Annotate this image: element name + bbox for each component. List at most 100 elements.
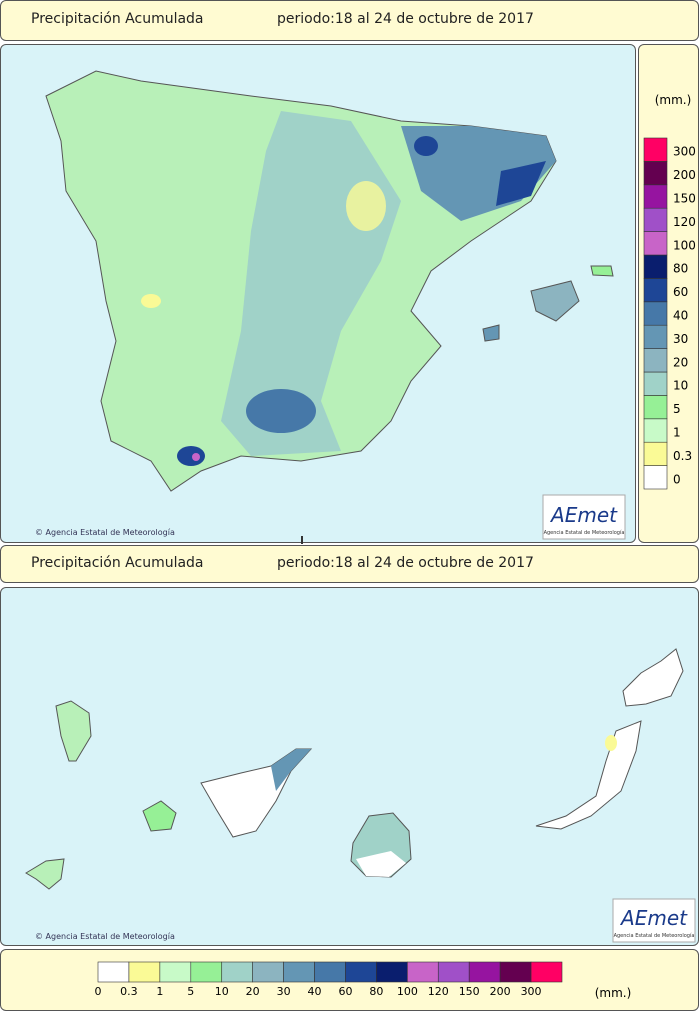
legend-label: 1 xyxy=(673,426,681,440)
legend-swatch xyxy=(159,961,192,983)
legend-swatch xyxy=(643,231,668,256)
fuerteventura xyxy=(535,720,642,830)
legend-label: 1 xyxy=(156,985,163,998)
legend-swatch xyxy=(437,961,470,983)
mallorca xyxy=(530,280,580,322)
logo-box xyxy=(542,494,626,540)
legend-label: 5 xyxy=(673,402,681,416)
legend-label: 300 xyxy=(673,145,696,159)
legend-label: 20 xyxy=(246,985,260,998)
legend-label: 30 xyxy=(673,332,688,346)
credit: © Agencia Estatal de Meteorología xyxy=(35,932,175,941)
legend-label: 120 xyxy=(428,985,449,998)
legend-label: 150 xyxy=(673,192,696,206)
legend-label: 0 xyxy=(95,985,102,998)
credit: © Agencia Estatal de Meteorología xyxy=(35,528,175,537)
legend-swatch xyxy=(345,961,377,983)
canarias-map: © Agencia Estatal de Meteorología AEmet … xyxy=(0,587,699,946)
legend-label: 120 xyxy=(673,215,696,229)
menorca xyxy=(590,265,614,277)
precip-zone xyxy=(346,181,386,231)
legend-unit: (mm.) xyxy=(655,93,692,107)
legend-swatch xyxy=(128,961,161,983)
legend-swatch xyxy=(283,961,315,983)
legend-swatch xyxy=(314,961,346,983)
legend-swatch xyxy=(252,961,284,983)
legend-swatch xyxy=(499,961,532,983)
legend-swatch xyxy=(643,161,668,186)
legend-swatch xyxy=(468,961,501,983)
legend-swatch xyxy=(643,254,668,279)
legend-swatch xyxy=(643,324,668,349)
lanzarote xyxy=(622,648,684,707)
legend-label: 40 xyxy=(673,309,688,323)
legend-swatch xyxy=(407,961,439,983)
precip-zone xyxy=(192,453,200,461)
legend-label: 80 xyxy=(673,262,688,276)
precip-zone xyxy=(414,136,438,156)
legend-swatch xyxy=(643,301,668,326)
precip-zone xyxy=(356,851,406,877)
legend-label: 10 xyxy=(673,379,688,393)
legend-label: 0 xyxy=(673,472,681,486)
logo-box xyxy=(612,898,696,943)
legend-swatch xyxy=(643,418,668,443)
logo-subtitle: Agencia Estatal de Meteorología xyxy=(544,529,625,536)
period: periodo:18 al 24 de octubre de 2017 xyxy=(277,555,534,571)
ibiza xyxy=(482,324,500,342)
logo: AEmet xyxy=(619,906,688,930)
logo-subtitle: Agencia Estatal de Meteorología xyxy=(614,932,695,939)
legend-svg: (mm.) 0 0.3 1 5 10 20 30 40 60 80 100 120 150 200 300 xyxy=(643,93,696,490)
legend-label: 10 xyxy=(215,985,229,998)
legend-swatch xyxy=(221,961,253,983)
legend-swatch xyxy=(643,371,668,396)
legend-swatch xyxy=(643,348,668,373)
la-gomera xyxy=(142,800,177,832)
period: periodo:18 al 24 de octubre de 2017 xyxy=(277,11,534,27)
legend-swatch xyxy=(376,961,408,983)
header: Precipitación Acumulada periodo:18 al 24… xyxy=(0,0,699,41)
legend-unit: (mm.) xyxy=(595,986,632,1000)
precip-zone xyxy=(177,446,205,466)
logo: AEmet xyxy=(549,503,618,527)
legend-label: 60 xyxy=(338,985,352,998)
legend-label: 60 xyxy=(673,285,688,299)
legend-swatch xyxy=(643,441,668,466)
title: Precipitación Acumulada xyxy=(31,555,204,571)
canarias-svg: © Agencia Estatal de Meteorología AEmet … xyxy=(25,648,696,943)
legend-swatch xyxy=(643,137,668,162)
legend-label: 40 xyxy=(308,985,322,998)
precip-zone xyxy=(271,749,311,791)
precip-zone xyxy=(246,389,316,433)
legend-label: 200 xyxy=(673,168,696,182)
legend-label: 0.3 xyxy=(120,985,138,998)
legend-label: 150 xyxy=(459,985,480,998)
legend-label: 100 xyxy=(673,238,696,252)
precip-zone xyxy=(605,735,617,751)
legend-label: 5 xyxy=(187,985,194,998)
legend-label: 300 xyxy=(521,985,542,998)
legend-label: 20 xyxy=(673,355,688,369)
legend-label: 80 xyxy=(369,985,383,998)
peninsula-svg: © Agencia Estatal de Meteorología AEmet … xyxy=(35,70,626,544)
legend-swatch xyxy=(190,961,223,983)
legend-swatch xyxy=(97,961,130,983)
legend-vertical: (mm.) 0 0.3 1 5 10 20 30 40 60 80 100 120 150 200 300 xyxy=(638,44,699,543)
el-hierro xyxy=(25,858,65,890)
precip-zone xyxy=(496,161,546,206)
peninsula-map: © Agencia Estatal de Meteorología AEmet … xyxy=(0,44,636,544)
precip-zone xyxy=(141,294,161,308)
legend-label: 0.3 xyxy=(673,449,692,463)
legend-swatch xyxy=(643,465,668,490)
legend-swatch xyxy=(643,184,668,209)
title: Precipitación Acumulada xyxy=(31,11,204,27)
legend-label: 30 xyxy=(277,985,291,998)
legend-svg: (mm.) 0 0.3 1 5 10 20 30 40 60 80 100 120 150 200 300 xyxy=(95,961,632,1000)
legend-swatch xyxy=(530,961,563,983)
legend-swatch xyxy=(643,207,668,232)
la-palma xyxy=(55,700,92,762)
legend-swatch xyxy=(643,278,668,303)
legend-swatch xyxy=(643,395,668,420)
header: Precipitación Acumulada periodo:18 al 24… xyxy=(0,545,699,583)
